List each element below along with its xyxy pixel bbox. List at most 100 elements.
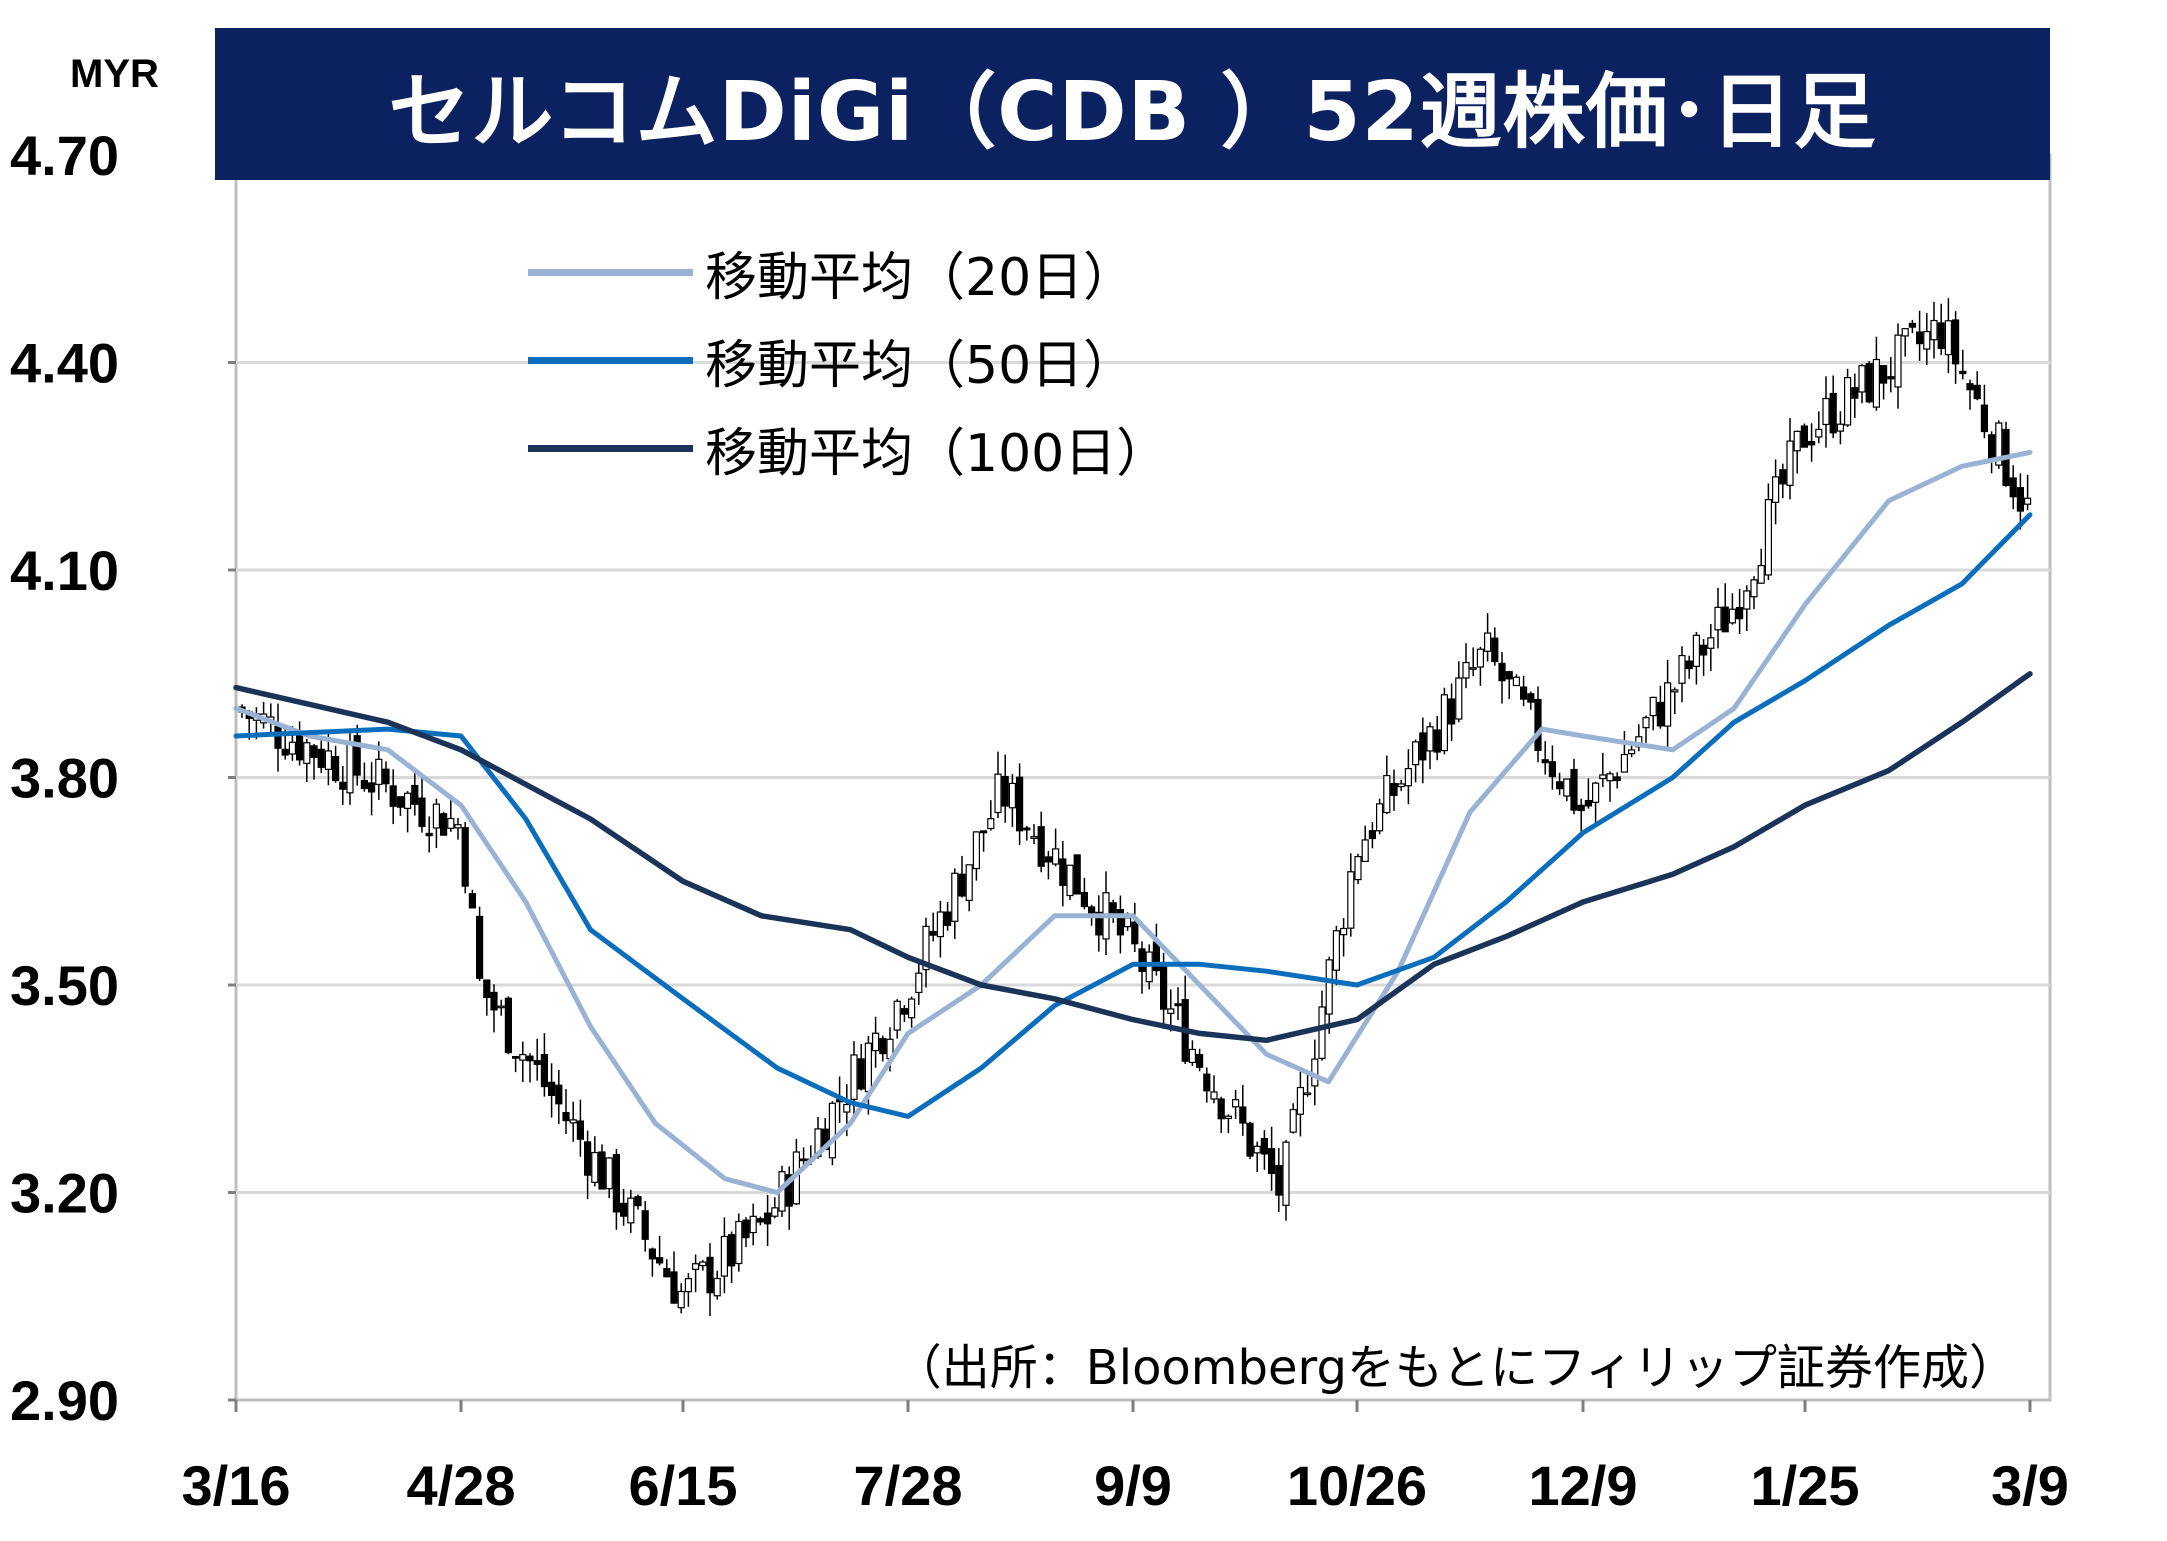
- candle-body: [1303, 1092, 1312, 1096]
- candle-body: [598, 1151, 606, 1190]
- x-tick-label: 9/9: [1094, 1454, 1172, 1517]
- legend-label-ma50: 移動平均（50日）: [705, 335, 1136, 396]
- candle-body: [1224, 1115, 1233, 1120]
- candle-body: [1001, 775, 1009, 807]
- candle-body: [1548, 761, 1557, 778]
- candle-body: [1649, 696, 1657, 717]
- candle-body: [324, 750, 332, 770]
- candle-body: [1865, 363, 1873, 403]
- candle-body: [2009, 477, 2017, 498]
- candle-body: [1786, 440, 1794, 486]
- candle-body: [425, 832, 433, 837]
- x-tick-label: 12/9: [1529, 1454, 1638, 1517]
- candle-body: [1404, 767, 1413, 787]
- candle-body: [619, 1202, 628, 1217]
- candle-body: [907, 998, 916, 1019]
- candle-body: [677, 1290, 685, 1309]
- candle-body: [843, 1103, 851, 1113]
- candle-body: [1440, 694, 1449, 752]
- candle-body: [641, 1210, 649, 1240]
- candle-body: [1512, 676, 1521, 687]
- candle-body: [1879, 365, 1888, 384]
- candle-body: [1750, 579, 1758, 598]
- legend-item-ma100: 移動平均（100日）: [528, 404, 1168, 492]
- candle-body: [1887, 376, 1895, 380]
- candle-body: [965, 864, 973, 902]
- candle-body: [1087, 906, 1096, 915]
- candle-body: [1973, 384, 1981, 400]
- chart-title: セルコムDiGi（CDB ）52週株価･日足: [388, 64, 1877, 160]
- candle-body: [1411, 741, 1420, 766]
- candle-body: [1771, 476, 1780, 503]
- candle-body: [958, 873, 966, 897]
- candle-body: [555, 1084, 563, 1105]
- candle-body: [1527, 693, 1535, 703]
- candle-body: [1563, 778, 1571, 797]
- candle-body: [1894, 334, 1902, 388]
- candle-body: [1836, 423, 1845, 432]
- candle-body: [1692, 634, 1701, 667]
- candle-body: [1339, 927, 1348, 936]
- y-tick-label: 4.40: [10, 332, 119, 395]
- candle-body: [1390, 782, 1398, 796]
- legend-swatch-ma100: [528, 444, 693, 452]
- candle-body: [1246, 1122, 1254, 1157]
- candle-body: [404, 792, 412, 809]
- candle-body: [332, 756, 340, 782]
- candle-body: [1584, 799, 1593, 807]
- candle-body: [1469, 667, 1477, 670]
- candle-body: [1116, 909, 1125, 936]
- candle-body: [828, 1102, 837, 1159]
- candle-body: [1980, 404, 1989, 433]
- candle-body: [1491, 637, 1499, 663]
- candle-body: [1642, 717, 1650, 729]
- x-tick-label: 10/26: [1287, 1454, 1427, 1517]
- candle-body: [511, 1056, 520, 1059]
- candle-body: [1901, 328, 1909, 337]
- candle-body: [612, 1154, 621, 1213]
- candle-body: [346, 742, 354, 794]
- source-note: （出所：Bloombergをもとにフィリップ証券作成）: [893, 1340, 2017, 1396]
- candle-body: [1714, 606, 1722, 631]
- candle-body: [1159, 965, 1168, 1010]
- candle-body: [1483, 632, 1492, 652]
- candle-body: [1095, 911, 1103, 936]
- candle-body: [1123, 917, 1132, 928]
- candle-body: [1498, 662, 1506, 682]
- candle-body: [576, 1120, 585, 1140]
- candle-body: [742, 1219, 750, 1239]
- candle-body: [540, 1053, 549, 1088]
- candle-body: [1757, 564, 1765, 584]
- candle-body: [627, 1197, 635, 1224]
- candle-body: [1188, 1048, 1197, 1064]
- candle-body: [1383, 774, 1391, 814]
- legend-item-ma50: 移動平均（50日）: [528, 316, 1168, 404]
- candle-body: [1793, 430, 1801, 452]
- candle-body: [1433, 729, 1441, 753]
- candle-body: [1505, 671, 1513, 680]
- candle-body: [418, 797, 426, 827]
- candle-body: [1167, 1008, 1175, 1014]
- candle-body: [605, 1157, 613, 1190]
- candle-body: [1131, 921, 1139, 945]
- candle-body: [1951, 319, 1960, 365]
- candle-body: [1930, 319, 1938, 341]
- candle-body: [1728, 608, 1737, 624]
- y-tick-label: 3.50: [10, 954, 119, 1017]
- candle-body: [987, 818, 995, 830]
- candle-body: [288, 741, 296, 755]
- candle-body: [1995, 422, 2003, 466]
- candle-body: [447, 817, 455, 829]
- candle-body: [893, 1000, 901, 1031]
- ma-line-50: [233, 512, 2033, 1119]
- legend-item-ma20: 移動平均（20日）: [528, 228, 1168, 316]
- candle-body: [296, 731, 304, 761]
- candle-body: [368, 782, 376, 793]
- candle-body: [1051, 848, 1060, 865]
- candle-body: [713, 1277, 721, 1297]
- candle-body: [799, 1158, 808, 1162]
- candle-body: [1066, 864, 1074, 897]
- candle-body: [684, 1278, 693, 1293]
- candle-body: [1735, 607, 1744, 620]
